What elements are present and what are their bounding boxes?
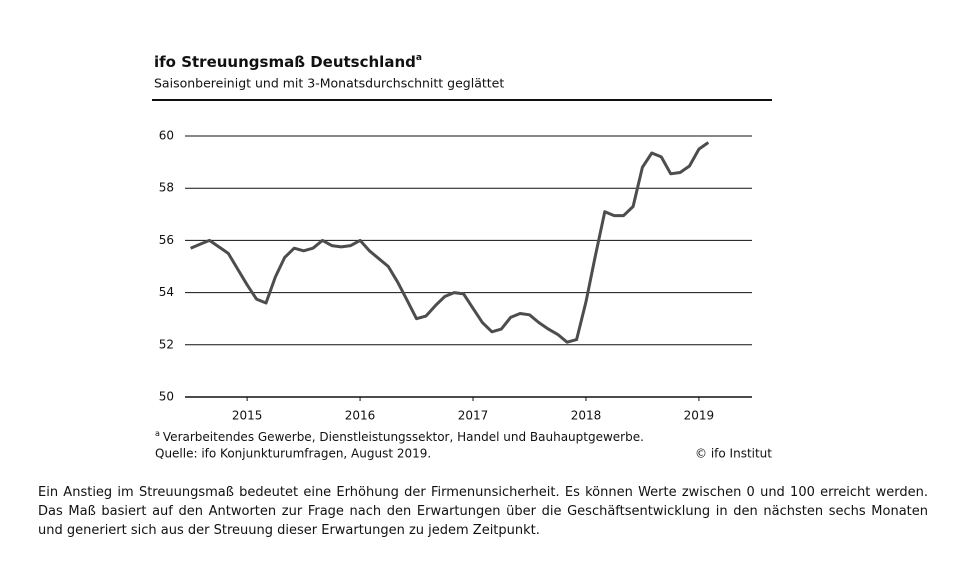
- footnote: a Verarbeitendes Gewerbe, Dienstleistungs…: [155, 429, 644, 444]
- footnote-marker: a: [155, 429, 160, 438]
- x-tick-label: 2018: [571, 409, 602, 423]
- y-tick-label: 58: [159, 181, 174, 195]
- title-text: ifo Streuungsmaß Deutschland: [154, 53, 416, 71]
- source: Quelle: ifo Konjunkturumfragen, August 2…: [155, 447, 431, 461]
- x-tick-label: 2015: [232, 409, 263, 423]
- chart-title: ifo Streuungsmaß Deutschlanda: [154, 53, 422, 71]
- y-tick-label: 54: [159, 285, 174, 299]
- y-tick-label: 56: [159, 233, 174, 247]
- chart-subtitle: Saisonbereinigt und mit 3-Monatsdurchsch…: [154, 76, 504, 91]
- x-tick-label: 2017: [458, 409, 489, 423]
- footnote-text: Verarbeitendes Gewerbe, Dienstleistungss…: [163, 430, 644, 444]
- y-tick-label: 52: [159, 337, 174, 351]
- chart: ifo Streuungsmaß Deutschlanda Saisonbere…: [152, 53, 772, 461]
- y-tick-label: 60: [159, 129, 174, 143]
- series-line: [190, 141, 710, 344]
- y-tick-label: 50: [159, 390, 174, 404]
- title-note: a: [416, 53, 422, 63]
- x-tick-label: 2019: [684, 409, 715, 423]
- x-tick-label: 2016: [345, 409, 376, 423]
- copyright: © ifo Institut: [695, 447, 772, 461]
- description: Ein Anstieg im Streuungsmaß bedeutet ein…: [38, 485, 928, 538]
